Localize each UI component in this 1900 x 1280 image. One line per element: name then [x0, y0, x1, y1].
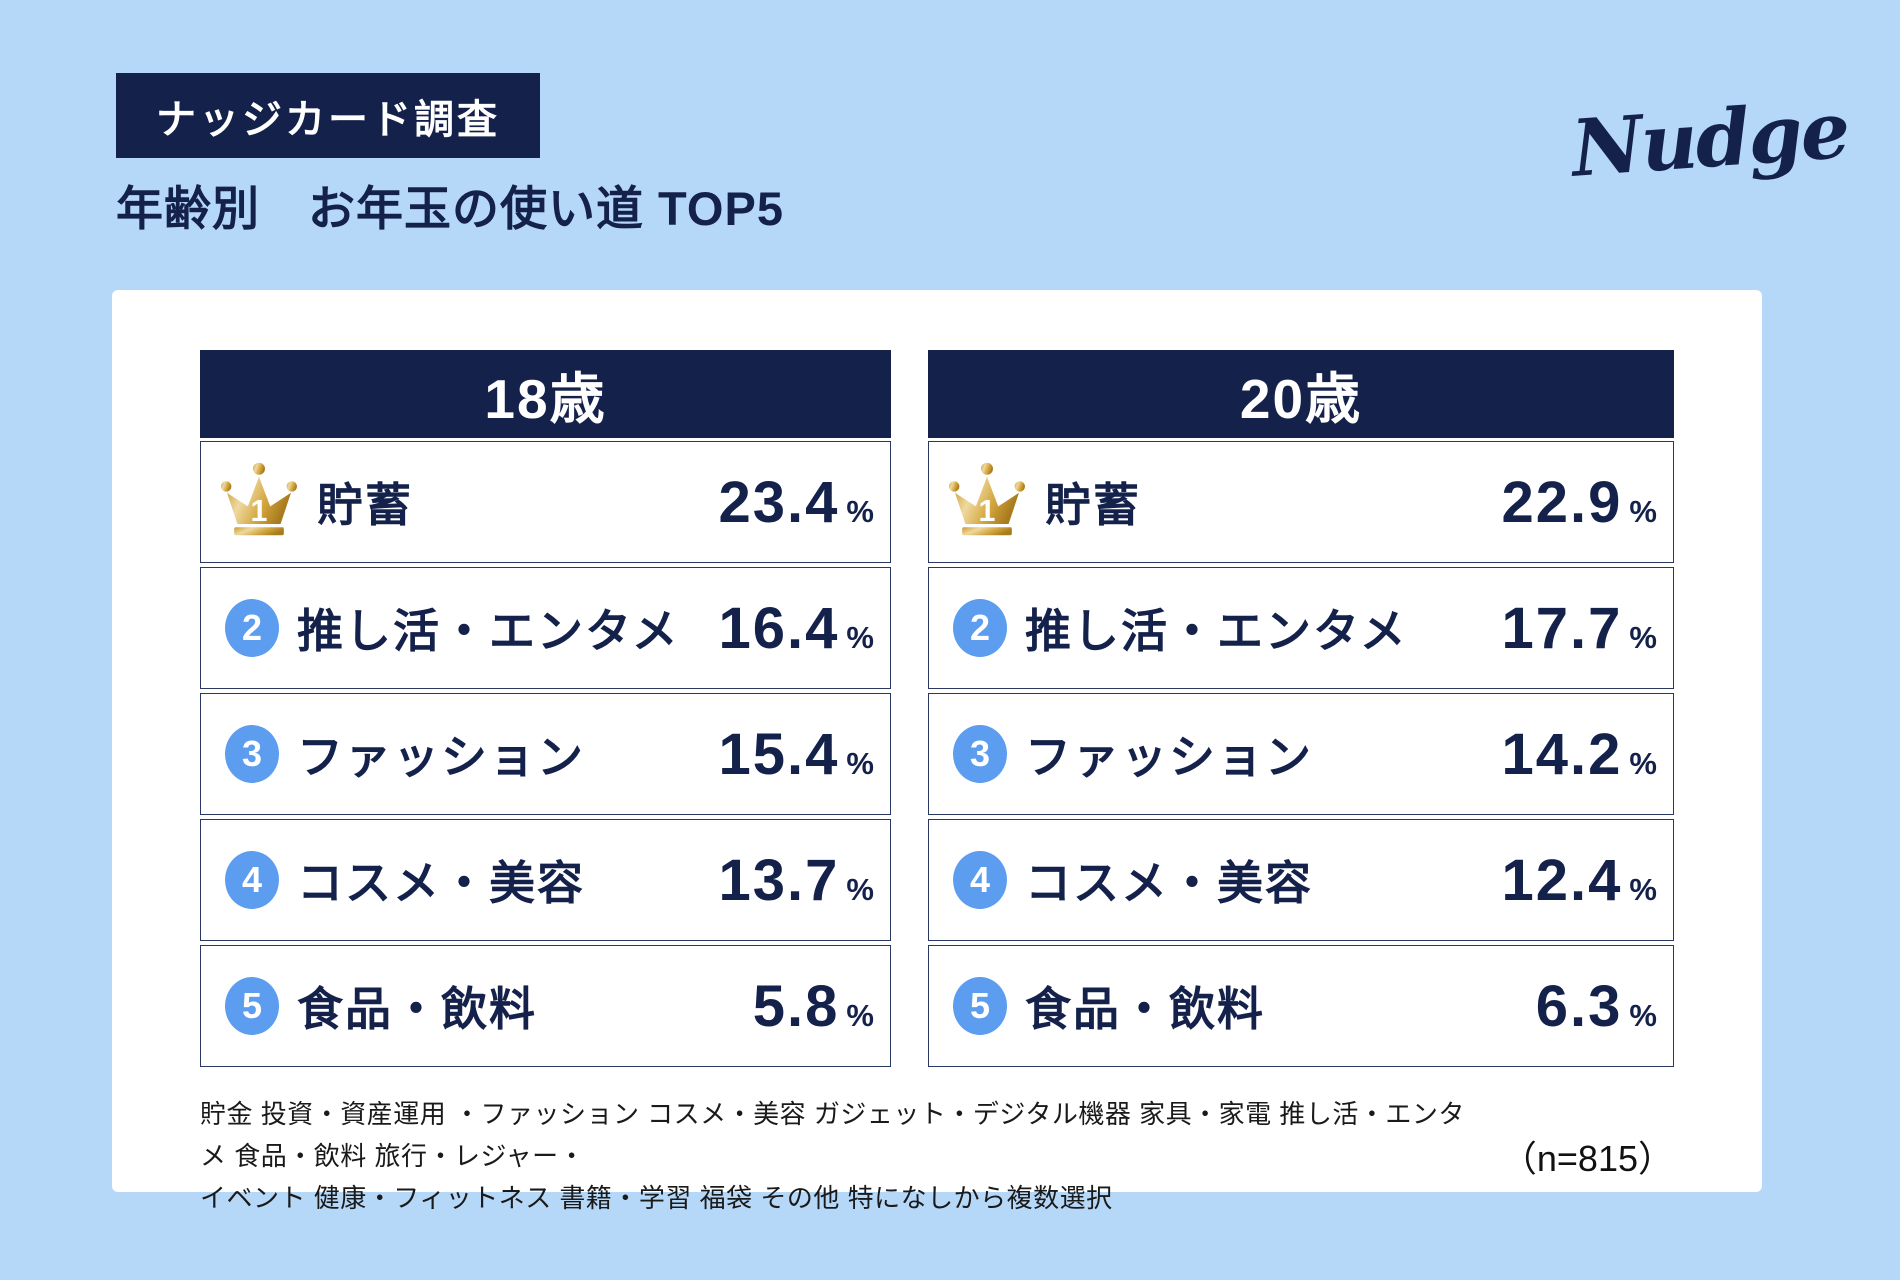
- survey-badge: ナッジカード調査: [116, 73, 540, 158]
- category-label: 食品・飲料: [1025, 983, 1265, 1035]
- percentage-value: 6.3%: [1536, 973, 1657, 1040]
- percentage-number: 15.4: [718, 721, 840, 787]
- survey-options-note-line1: 貯金 投資・資産運用 ・ファッション コスメ・美容 ガジェット・デジタル機器 家…: [200, 1099, 1465, 1171]
- survey-options-note-line2: イベント 健康・フィットネス 書籍・学習 福袋 その他 特になしから複数選択: [200, 1183, 1113, 1213]
- rank-badge: 2: [225, 599, 279, 657]
- crown-rank-1-icon: 1: [949, 462, 1025, 536]
- rank-badge: 5: [225, 977, 279, 1035]
- rank-badge: 3: [225, 725, 279, 783]
- percent-sign: %: [846, 997, 874, 1033]
- percent-sign: %: [1629, 493, 1657, 529]
- table-age-18-header-label: 18歳: [484, 368, 607, 430]
- svg-text:1: 1: [251, 494, 268, 528]
- category-label: ファッション: [1025, 731, 1313, 783]
- table-age-18-rows: 1 貯蓄 23.4% 2 推し活・エンタメ 16.4% 3 ファッション 15.4% 4 コスメ・…: [200, 438, 891, 1067]
- percent-sign: %: [1629, 745, 1657, 781]
- sample-size: （n=815）: [1500, 1138, 1674, 1179]
- rank-row: 5 食品・飲料 5.8%: [200, 945, 891, 1067]
- table-age-18: 18歳 1 貯蓄 23.4% 2 推し活・エンタメ 16.4% 3 ファッション 15.4% 4…: [200, 350, 891, 1067]
- rank-badge: 4: [225, 851, 279, 909]
- survey-options-note: 貯金 投資・資産運用 ・ファッション コスメ・美容 ガジェット・デジタル機器 家…: [200, 1093, 1471, 1219]
- percentage-number: 12.4: [1501, 847, 1623, 913]
- rank-row: 1 貯蓄 22.9%: [928, 441, 1674, 563]
- category-label: 推し活・エンタメ: [297, 605, 680, 657]
- category-label: 貯蓄: [1045, 479, 1141, 531]
- percent-sign: %: [846, 619, 874, 655]
- percentage-number: 16.4: [718, 595, 840, 661]
- crown-rank-1-icon: 1: [221, 462, 297, 536]
- table-age-20: 20歳 1 貯蓄 22.9% 2 推し活・エンタメ 17.7% 3 ファッション 14.2% 4…: [928, 350, 1674, 1067]
- rank-row: 2 推し活・エンタメ 16.4%: [200, 567, 891, 689]
- table-age-20-header: 20歳: [928, 350, 1674, 438]
- percentage-number: 13.7: [718, 847, 840, 913]
- rank-row: 1 貯蓄 23.4%: [200, 441, 891, 563]
- rank-badge: 4: [953, 851, 1007, 909]
- survey-badge-label: ナッジカード調査: [156, 97, 500, 142]
- percentage-number: 23.4: [718, 469, 840, 535]
- card-footer: 貯金 投資・資産運用 ・ファッション コスメ・美容 ガジェット・デジタル機器 家…: [112, 1067, 1762, 1219]
- percentage-number: 5.8: [752, 973, 840, 1039]
- percentage-value: 17.7%: [1502, 595, 1657, 662]
- page-title: 年齢別 お年玉の使い道 TOP5: [116, 182, 784, 235]
- rank-row: 2 推し活・エンタメ 17.7%: [928, 567, 1674, 689]
- rank-row: 5 食品・飲料 6.3%: [928, 945, 1674, 1067]
- table-age-20-rows: 1 貯蓄 22.9% 2 推し活・エンタメ 17.7% 3 ファッション 14.2% 4 コスメ・…: [928, 438, 1674, 1067]
- category-label: コスメ・美容: [297, 857, 585, 909]
- percentage-value: 16.4%: [719, 595, 874, 662]
- percent-sign: %: [1629, 619, 1657, 655]
- percent-sign: %: [1629, 871, 1657, 907]
- rank-badge: 2: [953, 599, 1007, 657]
- percent-sign: %: [846, 745, 874, 781]
- category-label: 食品・飲料: [297, 983, 537, 1035]
- ranking-tables: 18歳 1 貯蓄 23.4% 2 推し活・エンタメ 16.4% 3 ファッション 15.4% 4…: [112, 290, 1762, 1067]
- category-label: ファッション: [297, 731, 585, 783]
- rank-row: 4 コスメ・美容 13.7%: [200, 819, 891, 941]
- percentage-number: 6.3: [1535, 973, 1623, 1039]
- svg-text:1: 1: [979, 494, 996, 528]
- percentage-value: 22.9%: [1502, 469, 1657, 536]
- percentage-value: 23.4%: [719, 469, 874, 536]
- percentage-number: 22.9: [1501, 469, 1623, 535]
- table-age-20-header-label: 20歳: [1239, 368, 1363, 430]
- percentage-number: 14.2: [1501, 721, 1623, 787]
- percentage-value: 14.2%: [1502, 721, 1657, 788]
- rank-row: 4 コスメ・美容 12.4%: [928, 819, 1674, 941]
- category-label: 貯蓄: [317, 479, 413, 531]
- category-label: 推し活・エンタメ: [1025, 605, 1408, 657]
- percentage-value: 15.4%: [719, 721, 874, 788]
- percent-sign: %: [846, 871, 874, 907]
- rank-badge: 5: [953, 977, 1007, 1035]
- percent-sign: %: [1629, 997, 1657, 1033]
- rank-badge: 3: [953, 725, 1007, 783]
- percentage-number: 17.7: [1501, 595, 1623, 661]
- category-label: コスメ・美容: [1025, 857, 1313, 909]
- rank-row: 3 ファッション 14.2%: [928, 693, 1674, 815]
- rank-row: 3 ファッション 15.4%: [200, 693, 891, 815]
- nudge-logo: Nudge: [1568, 84, 1852, 195]
- percentage-value: 5.8%: [753, 973, 874, 1040]
- percentage-value: 13.7%: [719, 847, 874, 914]
- percent-sign: %: [846, 493, 874, 529]
- percentage-value: 12.4%: [1502, 847, 1657, 914]
- table-age-18-header: 18歳: [200, 350, 891, 438]
- results-card: 18歳 1 貯蓄 23.4% 2 推し活・エンタメ 16.4% 3 ファッション 15.4% 4…: [112, 290, 1762, 1213]
